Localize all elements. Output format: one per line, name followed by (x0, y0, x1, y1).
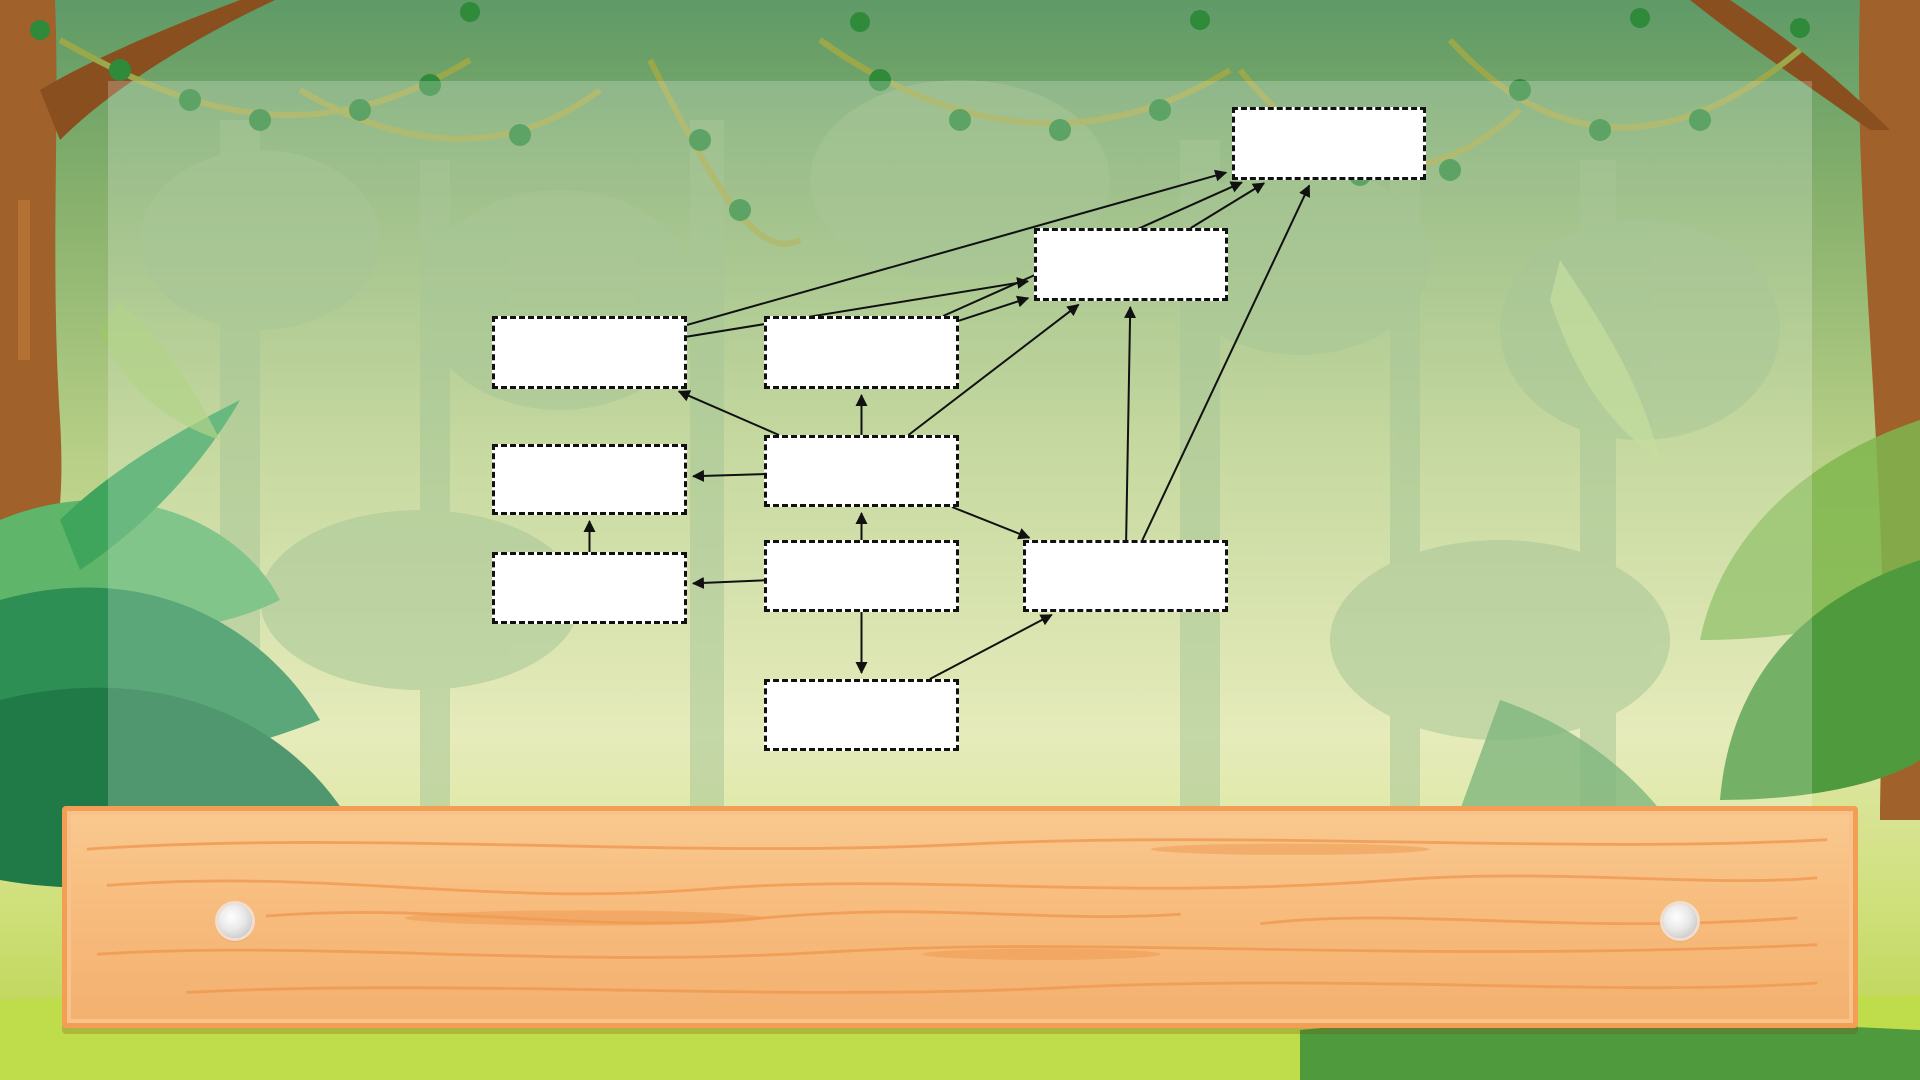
box-left-bottom (492, 552, 687, 624)
box-center-top (764, 316, 959, 389)
box-left-top (492, 316, 687, 389)
box-center-lower (764, 540, 959, 612)
box-right-lower (1023, 540, 1228, 612)
nail-right (1663, 904, 1697, 938)
vine-leaves (30, 2, 1810, 221)
plank-text (67, 811, 1853, 1023)
left-tree (0, 0, 275, 640)
box-left-middle (492, 444, 687, 515)
box-top-right (1232, 107, 1426, 180)
wood-grain (86, 838, 1828, 994)
wooden-plank-sign (62, 806, 1858, 1028)
nail-left (218, 904, 252, 938)
box-upper-right (1034, 228, 1228, 301)
box-center-bottom (764, 679, 959, 751)
box-center-middle (764, 435, 959, 507)
right-foliage (1460, 260, 1920, 810)
content-panel (108, 81, 1812, 808)
